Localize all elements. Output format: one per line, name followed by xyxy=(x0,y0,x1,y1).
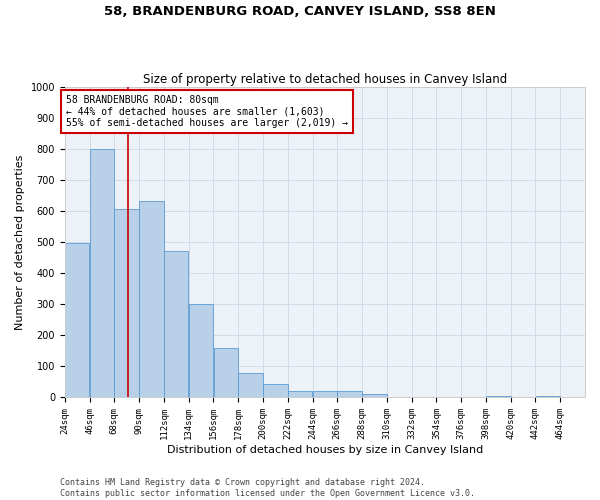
Bar xyxy=(536,396,560,398)
Text: 58 BRANDENBURG ROAD: 80sqm
← 44% of detached houses are smaller (1,603)
55% of s: 58 BRANDENBURG ROAD: 80sqm ← 44% of deta… xyxy=(66,95,348,128)
Bar xyxy=(139,201,164,398)
Text: 58, BRANDENBURG ROAD, CANVEY ISLAND, SS8 8EN: 58, BRANDENBURG ROAD, CANVEY ISLAND, SS8… xyxy=(104,5,496,18)
Bar xyxy=(288,390,313,398)
Bar xyxy=(238,372,263,398)
Bar xyxy=(313,392,337,398)
Bar xyxy=(362,394,386,398)
Bar xyxy=(90,149,114,398)
Bar xyxy=(263,384,287,398)
X-axis label: Distribution of detached houses by size in Canvey Island: Distribution of detached houses by size … xyxy=(167,445,483,455)
Title: Size of property relative to detached houses in Canvey Island: Size of property relative to detached ho… xyxy=(143,73,507,86)
Text: Contains HM Land Registry data © Crown copyright and database right 2024.
Contai: Contains HM Land Registry data © Crown c… xyxy=(60,478,475,498)
Bar xyxy=(115,209,139,398)
Bar xyxy=(164,250,188,398)
Bar xyxy=(65,243,89,398)
Bar xyxy=(337,392,362,398)
Bar xyxy=(189,304,213,398)
Bar xyxy=(214,348,238,398)
Bar xyxy=(486,396,511,398)
Y-axis label: Number of detached properties: Number of detached properties xyxy=(15,154,25,330)
